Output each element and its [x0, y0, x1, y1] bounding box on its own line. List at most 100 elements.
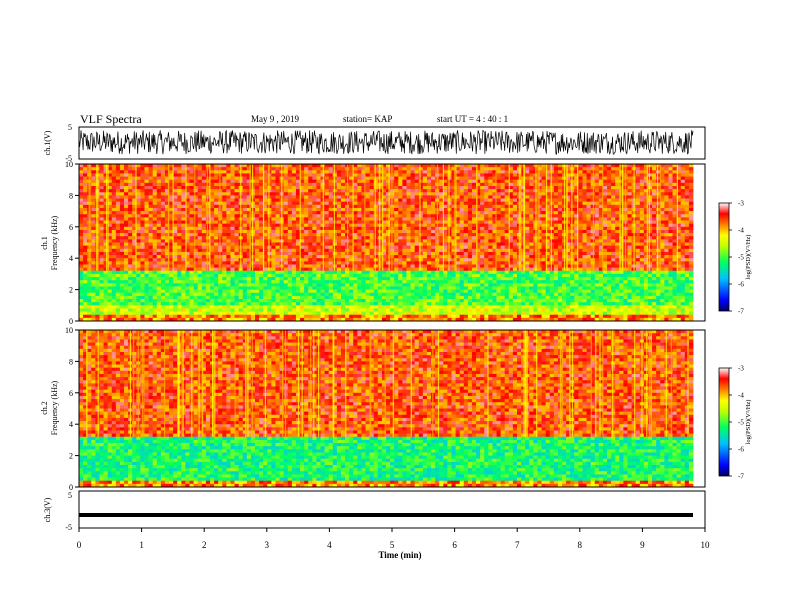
spectrogram-cell: [439, 182, 444, 187]
spectrogram-cell: [467, 192, 473, 196]
spectrogram-cell: [615, 167, 620, 171]
spectrogram-cell: [467, 211, 473, 215]
spectrogram-cell: [107, 182, 113, 187]
spectrogram-cell: [594, 201, 600, 206]
spectrogram-cell: [398, 167, 403, 171]
spectrogram-cell: [476, 192, 481, 196]
spectrogram-cell: [635, 195, 641, 199]
spectrogram-cell: [287, 223, 293, 228]
spectrogram-cell: [259, 233, 264, 237]
spectrogram-cell: [660, 173, 665, 177]
spectrogram-cell: [500, 251, 506, 256]
spectrogram-cell: [566, 258, 571, 262]
spectrogram-cell: [312, 173, 317, 177]
spectrogram-cell: [582, 233, 587, 237]
spectrogram-cell: [647, 204, 653, 209]
start-time-label: start UT = 4 : 40 : 1: [437, 114, 509, 124]
spectrogram-cell: [594, 214, 600, 218]
spectrogram-cell: [381, 170, 387, 174]
spectrogram-cell: [414, 261, 420, 265]
spectrogram-cell: [471, 236, 477, 240]
spectrogram-cell: [492, 264, 497, 269]
spectrogram-cell: [406, 239, 411, 243]
spectrogram-cell: [594, 229, 600, 234]
spectrogram-cell: [496, 220, 502, 225]
spectrogram-cell: [316, 220, 321, 225]
spectrogram-cell: [340, 239, 346, 243]
spectrogram-cell: [410, 207, 416, 212]
spectrogram-cell: [459, 255, 465, 259]
spectrogram-cell: [259, 201, 264, 206]
spectrogram-cell: [83, 242, 88, 247]
spectrogram-cell: [185, 189, 190, 193]
spectrogram-cell: [300, 211, 305, 215]
spectrogram-cell: [300, 173, 305, 177]
spectrogram-cell: [128, 214, 133, 218]
spectrogram-cell: [471, 173, 477, 177]
spectrogram-cell: [426, 251, 432, 256]
spectrogram-cell: [295, 236, 301, 240]
spectrogram-cell: [418, 204, 424, 209]
spectrogram-cell: [602, 176, 608, 181]
spectrogram-cell: [639, 217, 645, 221]
spectrogram-cell: [222, 189, 227, 193]
spectrogram-cell: [201, 261, 207, 265]
spectrogram-cell: [336, 229, 342, 234]
spectrogram-cell: [647, 229, 653, 234]
spectrogram-cell: [128, 245, 133, 250]
spectrogram-cell: [369, 255, 375, 259]
spectrogram-cell: [283, 214, 289, 218]
spectrogram-cell: [676, 207, 682, 212]
spectrogram-cell: [283, 167, 289, 171]
spectrogram-cell: [541, 204, 547, 209]
spectrogram-cell: [553, 264, 559, 269]
spectrogram-cell: [349, 164, 354, 168]
spectrogram-cell: [414, 255, 420, 259]
spectrogram-cell: [660, 217, 665, 221]
spectrogram-cell: [160, 204, 166, 209]
spectrogram-cell: [459, 242, 465, 247]
spectrogram-cell: [173, 245, 178, 250]
spectrogram-cell: [615, 264, 620, 269]
spectrogram-cell: [185, 236, 190, 240]
spectrogram-cell: [652, 207, 657, 212]
spectrogram-cell: [566, 242, 571, 247]
spectrogram-cell: [398, 226, 403, 231]
spectrogram-cell: [426, 211, 432, 215]
spectrogram-cell: [83, 236, 88, 240]
spectrogram-cell: [185, 207, 190, 212]
spectrogram-cell: [205, 223, 211, 228]
spectrogram-cell: [340, 264, 346, 269]
spectrogram-cell: [402, 185, 407, 190]
spectrogram-cell: [246, 255, 252, 259]
spectrogram-cell: [152, 255, 158, 259]
spectrogram-cell: [545, 189, 551, 193]
spectrogram-cell: [398, 248, 403, 253]
spectrogram-cell: [164, 245, 170, 250]
spectrogram-cell: [173, 248, 178, 253]
spectrogram-cell: [246, 198, 252, 203]
spectrogram-cell: [549, 185, 555, 190]
spectrogram-cell: [283, 264, 289, 269]
spectrogram-cell: [300, 217, 305, 221]
spectrogram-cell: [99, 198, 104, 203]
spectrogram-cell: [324, 211, 330, 215]
spectrogram-cell: [316, 170, 321, 174]
spectrogram-cell: [226, 223, 231, 228]
spectrogram-cell: [652, 214, 657, 218]
spectrogram-cell: [201, 211, 207, 215]
spectrogram-cell: [234, 176, 240, 181]
spectrogram-cell: [688, 245, 694, 250]
spectrogram-cell: [602, 198, 608, 203]
spectrogram-cell: [443, 261, 448, 265]
spectrogram-cell: [541, 258, 547, 262]
spectrogram-cell: [496, 226, 502, 231]
spectrogram-cell: [680, 201, 686, 206]
spectrogram-cell: [242, 189, 248, 193]
spectrogram-cell: [361, 179, 366, 184]
spectrogram-cell: [300, 179, 305, 184]
spectrogram-cell: [574, 167, 579, 171]
spectrogram-cell: [447, 167, 452, 171]
spectrogram-cell: [455, 164, 461, 168]
spectrogram-cell: [611, 242, 616, 247]
